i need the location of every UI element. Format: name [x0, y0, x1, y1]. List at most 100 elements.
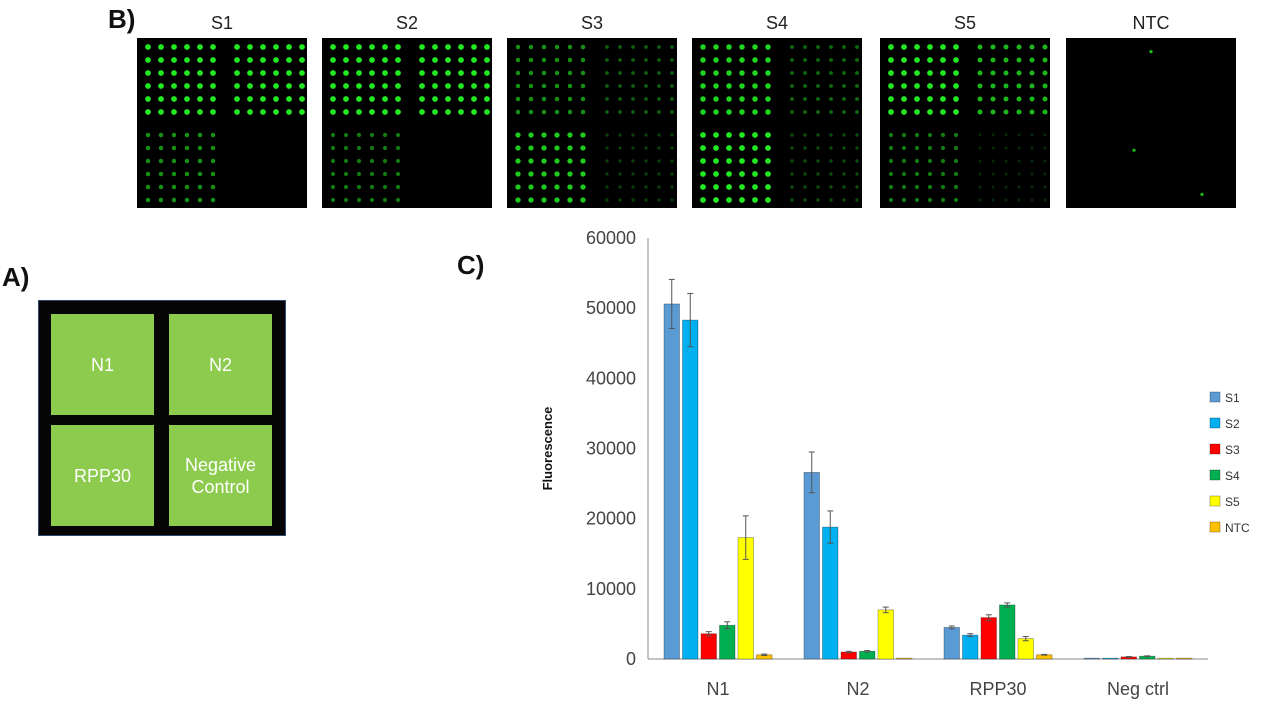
array-spot: [419, 96, 425, 102]
array-spot: [1029, 57, 1035, 63]
array-spot: [829, 159, 833, 163]
array-spot: [927, 171, 933, 177]
array-spot: [260, 57, 266, 63]
array-spot: [356, 171, 362, 177]
array-spot: [419, 70, 425, 76]
array-spot: [700, 83, 706, 89]
array-spot: [940, 70, 946, 76]
array-spot: [940, 109, 946, 115]
array-spot: [432, 83, 438, 89]
array-spot: [1043, 159, 1047, 163]
array-spot: [670, 71, 674, 75]
array-spot: [471, 44, 477, 50]
array-spot: [528, 70, 534, 76]
array-spot: [343, 109, 349, 115]
array-spot: [739, 44, 745, 50]
array-spot: [286, 83, 292, 89]
array-spot: [726, 109, 732, 115]
array-spot: [739, 96, 745, 102]
array-spot: [382, 171, 388, 177]
array-spot: [515, 132, 521, 138]
array-spot: [171, 132, 177, 138]
array-spot: [765, 171, 771, 177]
array-spot: [605, 172, 609, 176]
array-spot: [1042, 70, 1048, 76]
array-spot: [541, 132, 547, 138]
panel-label-c: C): [457, 250, 485, 280]
array-spot: [657, 97, 661, 101]
array-spot: [726, 96, 732, 102]
array-spot: [234, 57, 240, 63]
array-title: S2: [395, 13, 419, 33]
array-spot: [330, 44, 336, 50]
array-spot: [343, 44, 349, 50]
array-image: [1066, 38, 1236, 208]
array-spot: [567, 70, 573, 76]
array-spot: [356, 197, 362, 203]
x-category-label: RPP30: [969, 679, 1026, 699]
array-spot: [330, 132, 336, 138]
array-spot: [1042, 83, 1048, 89]
array-spot: [1149, 50, 1153, 54]
array-spot: [855, 84, 859, 88]
array-title: S4: [765, 13, 789, 33]
bar: [1102, 657, 1119, 660]
array-spot: [953, 184, 959, 190]
array-spot: [842, 185, 846, 189]
array-spot: [670, 84, 674, 88]
array-sample-s3: S3: [505, 8, 679, 208]
array-spot: [644, 71, 648, 75]
array-spot: [273, 109, 279, 115]
array-spot: [816, 110, 820, 114]
array-spot: [977, 44, 983, 50]
array-spot: [343, 83, 349, 89]
array-spot: [991, 172, 995, 176]
array-spot: [567, 171, 573, 177]
array-spot: [605, 159, 609, 163]
array-spot: [1042, 96, 1048, 102]
array-spot: [197, 171, 203, 177]
array-spot: [158, 44, 164, 50]
array-spot: [210, 197, 216, 203]
array-spot: [953, 171, 959, 177]
array-spot: [790, 172, 794, 176]
array-spot: [700, 109, 706, 115]
array-spot: [605, 198, 609, 202]
array-spot: [343, 132, 349, 138]
array-spot: [978, 159, 982, 163]
array-spot: [1132, 148, 1136, 152]
array-spot: [631, 172, 635, 176]
array-spot: [286, 44, 292, 50]
layout-cell-label: Negative Control: [184, 454, 257, 497]
array-spot: [554, 83, 560, 89]
array-spot: [299, 96, 305, 102]
array-spot: [210, 70, 216, 76]
array-spot: [940, 96, 946, 102]
array-spot: [700, 70, 706, 76]
array-spot: [234, 44, 240, 50]
array-spot: [657, 45, 661, 49]
array-spot: [158, 96, 164, 102]
array-spot: [605, 133, 609, 137]
array-spot: [1030, 185, 1034, 189]
array-spot: [618, 58, 622, 62]
array-spot: [927, 197, 933, 203]
array-spot: [158, 171, 164, 177]
array-spot: [855, 97, 859, 101]
array-spot: [541, 96, 547, 102]
array-spot: [580, 184, 586, 190]
array-spot: [726, 83, 732, 89]
array-spot: [790, 45, 794, 49]
array-spot: [713, 70, 719, 76]
array-spot: [1016, 83, 1022, 89]
array-spot: [901, 96, 907, 102]
array-spot: [953, 132, 959, 138]
array-spot: [888, 197, 894, 203]
array-spot: [855, 71, 859, 75]
array-spot: [829, 146, 833, 150]
array-spot: [726, 197, 732, 203]
array-spot: [184, 132, 190, 138]
array-spot: [1004, 185, 1008, 189]
array-spot: [1017, 185, 1021, 189]
array-spot: [842, 110, 846, 114]
